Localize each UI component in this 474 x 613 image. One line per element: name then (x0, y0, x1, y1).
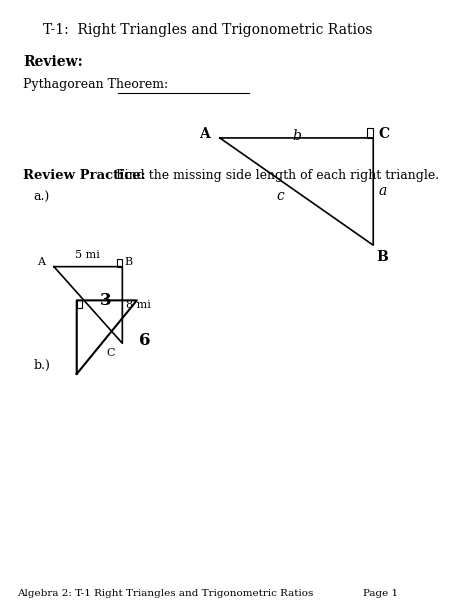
Text: Algebra 2: T-1 Right Triangles and Trigonometric Ratios: Algebra 2: T-1 Right Triangles and Trigo… (17, 588, 313, 598)
Bar (366, 128, 373, 138)
Text: C: C (378, 127, 389, 140)
Text: A: A (37, 257, 45, 267)
Text: a: a (378, 185, 386, 198)
Text: B: B (124, 257, 133, 267)
Text: Review:: Review: (23, 55, 82, 69)
Text: Page 1: Page 1 (363, 588, 398, 598)
Text: c: c (276, 189, 284, 203)
Bar (118, 259, 122, 267)
Text: Pythagorean Theorem:: Pythagorean Theorem: (23, 78, 176, 91)
Text: B: B (376, 250, 388, 264)
Text: Review Practice:: Review Practice: (23, 169, 146, 181)
Text: b.): b.) (33, 359, 50, 371)
Bar (77, 300, 82, 308)
Text: a.): a.) (33, 191, 49, 204)
Text: 5 mi: 5 mi (74, 250, 100, 260)
Text: A: A (199, 127, 210, 140)
Text: 3: 3 (100, 292, 111, 310)
Text: T-1:  Right Triangles and Trigonometric Ratios: T-1: Right Triangles and Trigonometric R… (43, 23, 372, 37)
Text: 8 mi: 8 mi (127, 300, 151, 310)
Text: b: b (292, 129, 301, 143)
Text: Find the missing side length of each right triangle.: Find the missing side length of each rig… (108, 169, 439, 181)
Text: 6: 6 (139, 332, 150, 349)
Text: C: C (107, 348, 115, 358)
